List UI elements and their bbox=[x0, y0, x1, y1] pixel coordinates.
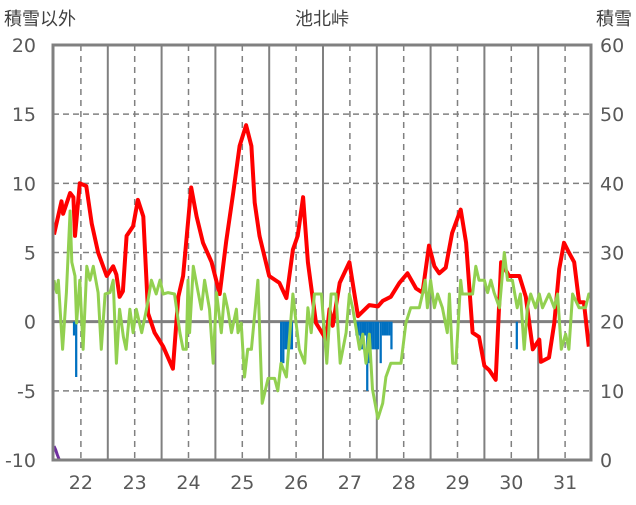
y-left-tick-label: -5 bbox=[17, 381, 36, 403]
y-right-tick-label: 40 bbox=[600, 173, 624, 195]
precip-bar bbox=[370, 321, 373, 350]
precip-bar bbox=[75, 321, 78, 377]
y-left-tick-label: 0 bbox=[24, 312, 36, 334]
precip-bar bbox=[386, 321, 389, 336]
y-left-tick-label: 5 bbox=[24, 243, 36, 265]
x-tick-label: 28 bbox=[392, 472, 416, 494]
right-axis-label: 積雪 bbox=[596, 9, 632, 30]
x-tick-label: 23 bbox=[123, 472, 147, 494]
precip-bar bbox=[290, 321, 294, 350]
plot-border bbox=[51, 43, 593, 462]
y-left-tick-label: -10 bbox=[5, 450, 36, 472]
y-right-tick-label: 20 bbox=[600, 312, 624, 334]
x-tick-label: 26 bbox=[284, 472, 308, 494]
grid bbox=[53, 45, 591, 460]
x-tick-label: 22 bbox=[69, 472, 93, 494]
precip-bar bbox=[282, 321, 285, 364]
precip-bar bbox=[284, 321, 287, 350]
y-right-tick-label: 60 bbox=[600, 35, 624, 57]
precip-bar bbox=[383, 321, 387, 336]
x-tick-label: 27 bbox=[338, 472, 362, 494]
precip-bar bbox=[381, 321, 384, 336]
left-axis-label: 積雪以外 bbox=[4, 9, 76, 30]
precip-bar bbox=[376, 321, 380, 350]
precip-bar bbox=[388, 321, 391, 336]
y-left-tick-label: 20 bbox=[12, 35, 36, 57]
x-tick-label: 24 bbox=[176, 472, 200, 494]
precip-bar bbox=[372, 321, 375, 350]
precip-bar bbox=[515, 321, 518, 350]
chart-title: 池北峠 bbox=[295, 9, 349, 30]
x-tick-label: 29 bbox=[445, 472, 469, 494]
precip-bar bbox=[357, 321, 360, 336]
precip-bar bbox=[72, 321, 76, 336]
precip-bar bbox=[359, 321, 362, 350]
precip-bar bbox=[390, 321, 393, 350]
x-tick-label: 25 bbox=[230, 472, 254, 494]
y-left-tick-label: 10 bbox=[12, 173, 36, 195]
precip-bar bbox=[379, 321, 382, 364]
y-right-tick-label: 30 bbox=[600, 243, 624, 265]
x-tick-label: 30 bbox=[499, 472, 523, 494]
y-right-tick-label: 10 bbox=[600, 381, 624, 403]
green-line bbox=[52, 209, 592, 420]
y-right-tick-label: 50 bbox=[600, 104, 624, 126]
precip-bar bbox=[280, 321, 283, 364]
y-right-tick-label: 0 bbox=[600, 450, 612, 472]
precip-bar bbox=[363, 321, 367, 336]
precip-bar bbox=[286, 321, 289, 350]
y-left-tick-label: 15 bbox=[12, 104, 36, 126]
precip-bar bbox=[374, 321, 377, 350]
x-tick-label: 31 bbox=[553, 472, 577, 494]
